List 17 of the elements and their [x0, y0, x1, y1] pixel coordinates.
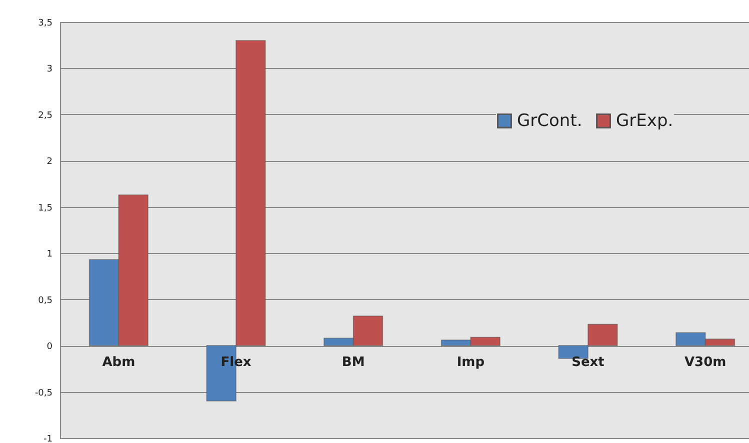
y-tick-label: 1,5	[38, 203, 52, 214]
x-tick-label: V30m	[684, 355, 726, 370]
y-tick-label: -0,5	[34, 388, 52, 398]
y-tick-label: 2	[46, 157, 52, 168]
x-tick-label: Abm	[102, 355, 136, 370]
x-tick-label: Imp	[456, 355, 485, 370]
x-tick-label: Sext	[572, 355, 604, 370]
y-tick-label: 0,5	[38, 296, 52, 306]
y-tick-label: 2,5	[38, 110, 52, 121]
y-tick-label: 1	[46, 250, 52, 260]
y-tick-label: 0	[46, 342, 53, 352]
x-tick-label: BM	[342, 355, 365, 370]
legend-label: GrExp.	[616, 110, 674, 131]
y-tick-label: 3,5	[38, 18, 52, 28]
y-tick-label: 3	[46, 64, 52, 75]
y-tick-label: -1	[44, 434, 52, 443]
legend-label: GrCont.	[517, 110, 582, 131]
